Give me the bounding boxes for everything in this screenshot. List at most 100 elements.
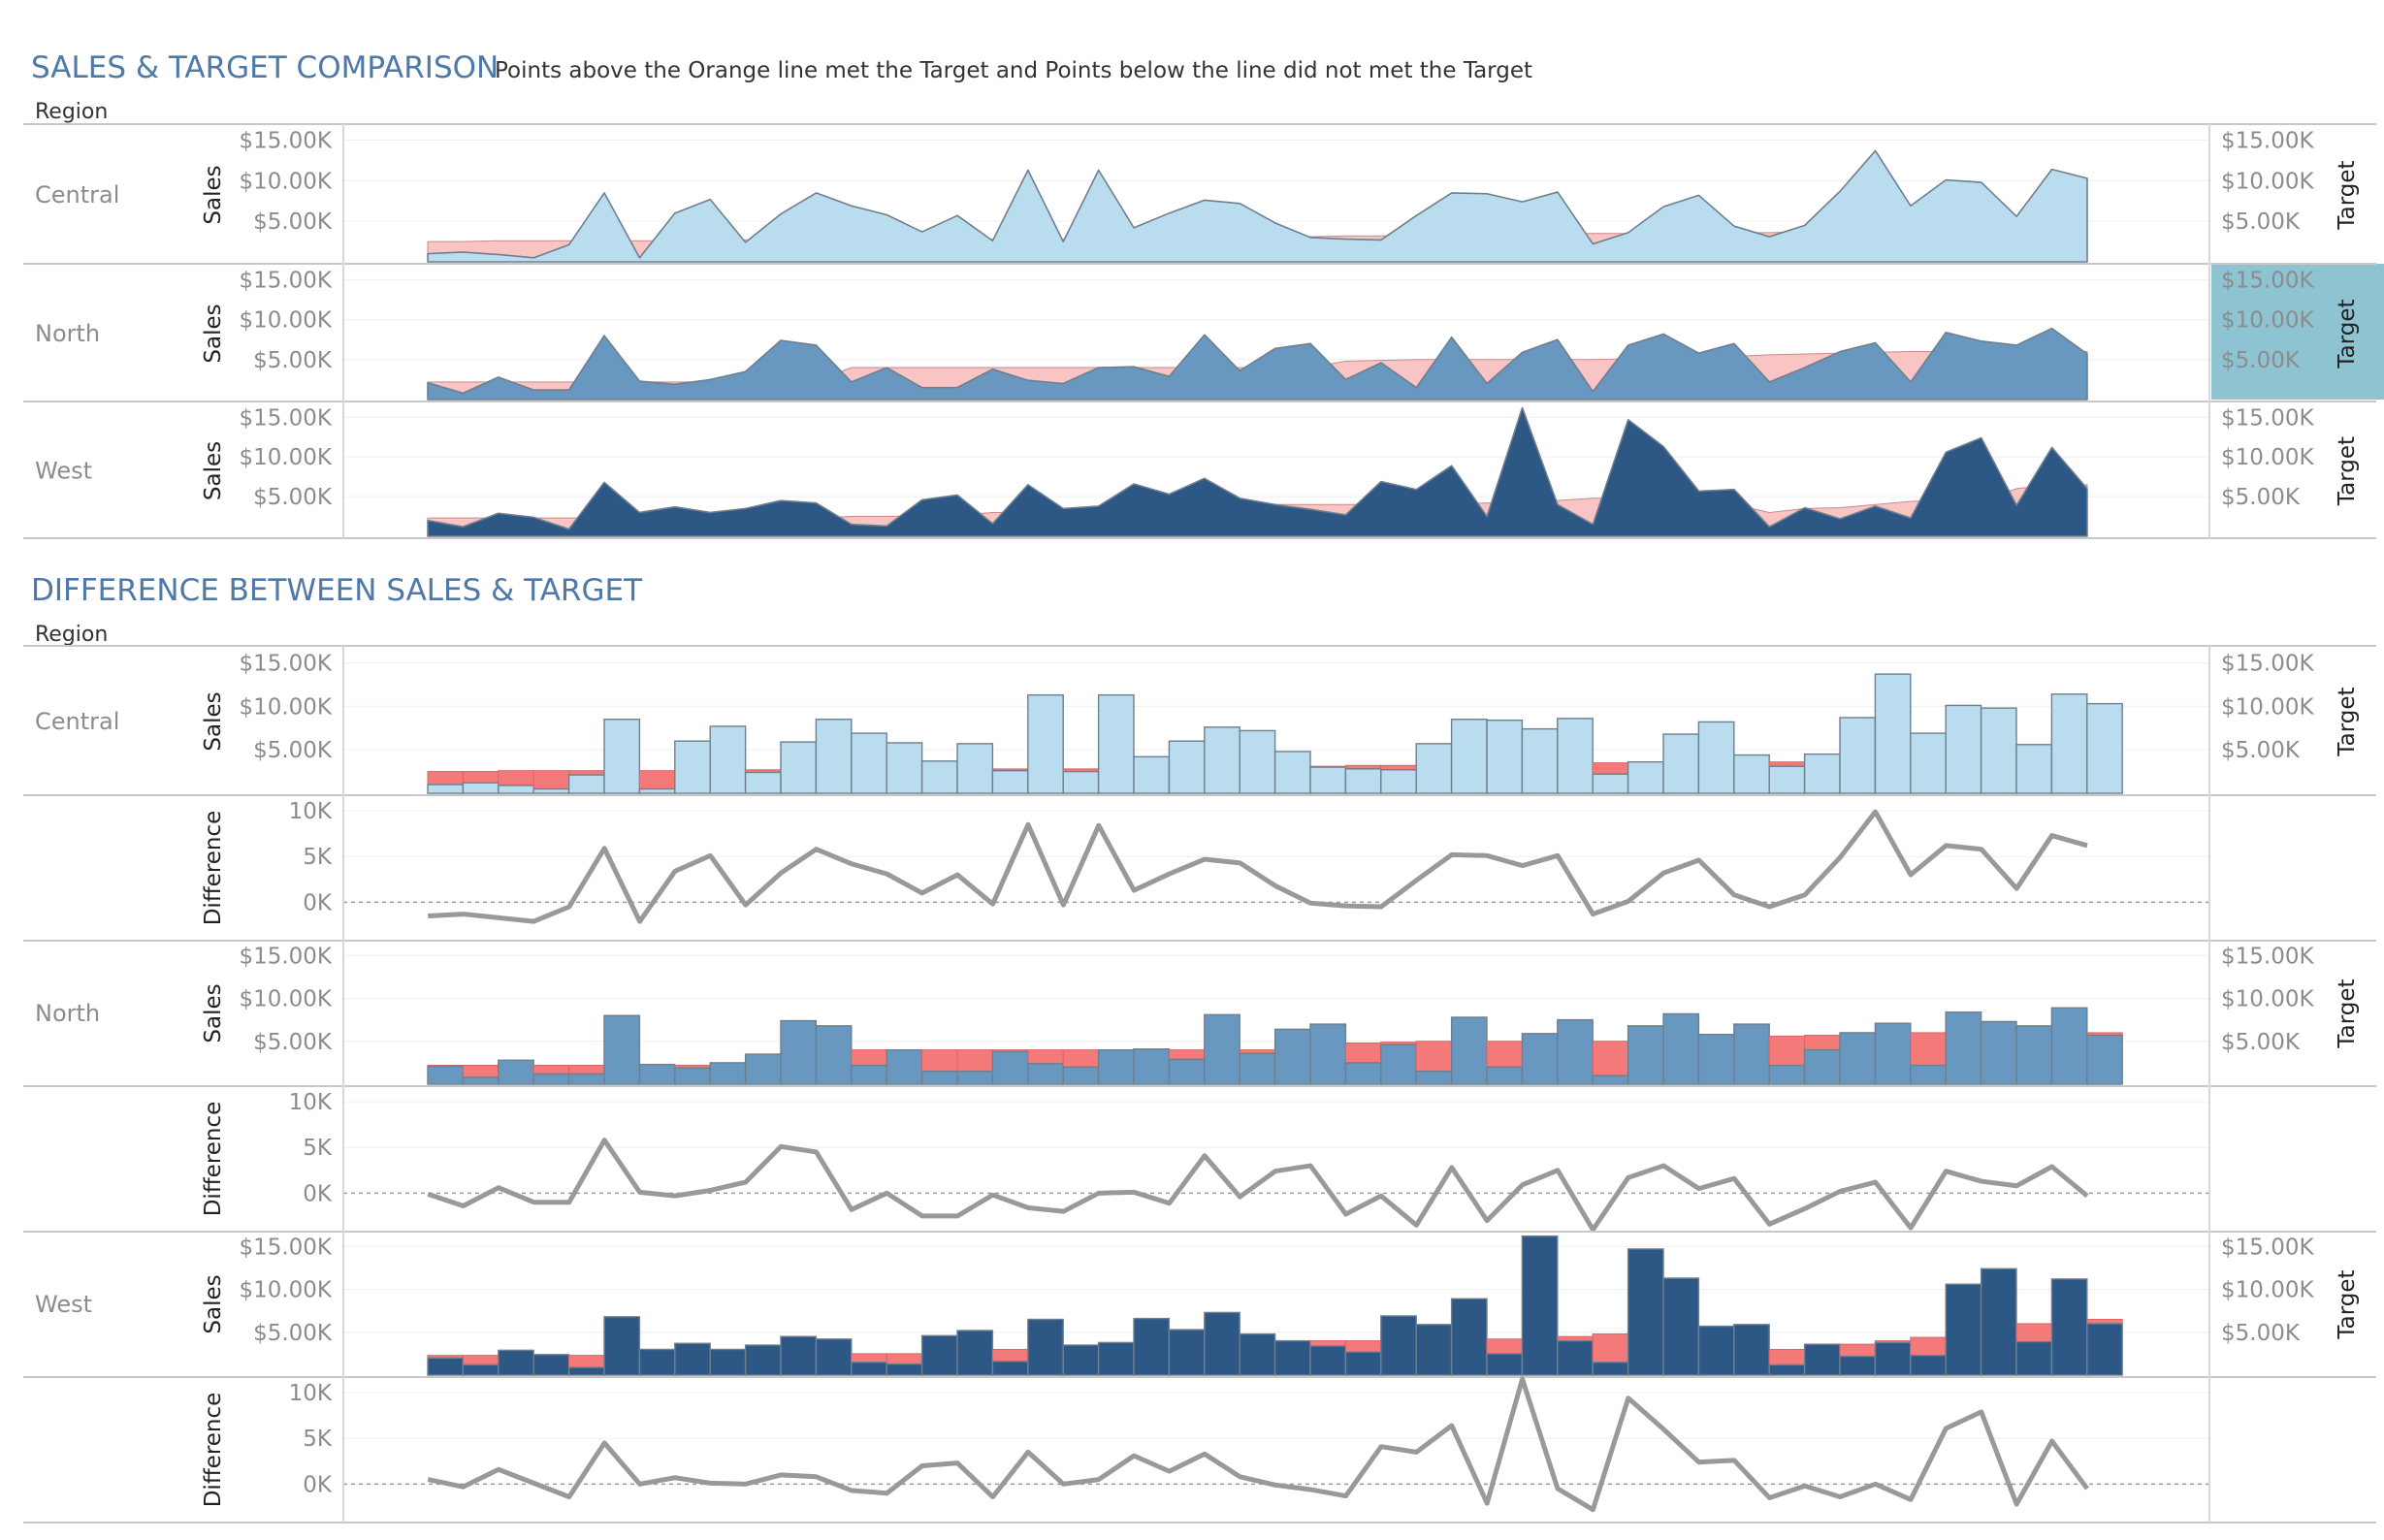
- sales-bar: [674, 740, 711, 794]
- sales-bar: [1557, 718, 1594, 794]
- sales-axis-title: Sales: [201, 441, 226, 500]
- sales-bar: [1733, 1023, 1770, 1085]
- sales-bar: [1097, 693, 1135, 794]
- target-gap-bar: [1027, 1049, 1064, 1065]
- difference-tick-label: 10K: [289, 799, 333, 824]
- sales-bar: [1380, 1315, 1417, 1376]
- region-header: Region: [35, 623, 108, 647]
- sales-bar: [1768, 1064, 1806, 1085]
- sales-bar: [956, 743, 994, 794]
- sales-bar: [744, 771, 782, 794]
- target-gap-bar: [462, 1065, 499, 1078]
- target-gap-bar: [921, 1049, 958, 1073]
- sales-bar: [1450, 719, 1488, 794]
- sales-bar: [462, 1076, 499, 1085]
- sales-bar: [532, 1073, 570, 1085]
- target-tick-label: $15.00K: [2221, 944, 2314, 969]
- target-gap-bar: [638, 770, 676, 790]
- sales-bar: [1027, 693, 1064, 794]
- target-tick-label: $15.00K: [2221, 1235, 2314, 1260]
- target-gap-bar: [1804, 1035, 1841, 1051]
- sales-bar: [1309, 1023, 1347, 1085]
- target-axis-title: Target: [2335, 687, 2360, 756]
- target-gap-bar: [462, 1355, 499, 1365]
- difference-line-north: [427, 1138, 2089, 1233]
- sales-bar: [1839, 1355, 1877, 1376]
- sales-bar: [709, 1062, 747, 1085]
- sales-tick-label: $10.00K: [239, 987, 332, 1012]
- target-gap-bar: [1768, 1348, 1806, 1365]
- sales-bar: [1592, 1362, 1629, 1376]
- sales-bar: [815, 1338, 853, 1376]
- sales-bar: [1945, 704, 1982, 794]
- sales-bar: [1097, 1341, 1135, 1376]
- sales-bar: [744, 1053, 782, 1085]
- difference-line-central: [428, 809, 2088, 924]
- sales-bar: [1062, 1066, 1100, 1085]
- target-gap-bar: [1415, 1041, 1453, 1073]
- target-gap-bar: [1486, 1338, 1523, 1355]
- target-gap-bar: [1910, 1336, 1947, 1357]
- sales-bar: [1097, 1048, 1135, 1085]
- sales-axis-title: Sales: [201, 304, 226, 363]
- sales-bar: [603, 1014, 641, 1085]
- sales-bar: [815, 719, 853, 794]
- difference-line-west: [427, 1376, 2090, 1513]
- difference-tick-label: 10K: [289, 1090, 333, 1115]
- sales-bar: [1168, 740, 1206, 794]
- sales-tick-label: $5.00K: [253, 348, 333, 373]
- sales-bar: [1309, 1345, 1347, 1376]
- sales-bar: [780, 1019, 818, 1085]
- sales-bar: [498, 785, 534, 794]
- target-gap-bar: [1592, 1041, 1629, 1076]
- sales-bar: [1874, 1341, 1912, 1376]
- target-tick-label: $10.00K: [2221, 987, 2314, 1012]
- target-gap-bar: [1309, 1340, 1346, 1347]
- difference-tick-label: 0K: [303, 1181, 333, 1206]
- subtitle-sales-target: Points above the Orange line met the Tar…: [495, 58, 1532, 83]
- sales-tick-label: $10.00K: [239, 308, 332, 334]
- sales-tick-label: $5.00K: [253, 485, 333, 510]
- sales-bar: [1027, 1063, 1064, 1085]
- sales-bar: [2050, 693, 2088, 794]
- sales-bar: [1027, 1318, 1064, 1376]
- sales-tick-label: $15.00K: [239, 1235, 332, 1260]
- difference-tick-label: 0K: [303, 1472, 333, 1497]
- sales-area-north: [427, 327, 2088, 401]
- sales-bar: [1910, 732, 1947, 794]
- target-gap-bar: [1592, 1333, 1629, 1364]
- target-gap-bar: [568, 1355, 605, 1368]
- sales-bar: [1627, 1248, 1664, 1376]
- sales-bar: [427, 784, 465, 794]
- target-gap-bar: [1839, 1343, 1876, 1358]
- sales-bar: [1697, 721, 1735, 794]
- sales-bar: [532, 787, 570, 794]
- sales-bar: [567, 1073, 605, 1085]
- sales-bar: [1521, 1235, 1559, 1376]
- sales-axis-title: Sales: [201, 691, 226, 751]
- sales-bar: [1662, 1277, 1700, 1376]
- target-tick-label: $15.00K: [2221, 651, 2314, 676]
- sales-bar: [1273, 751, 1311, 794]
- sales-bar: [1592, 773, 1629, 794]
- sales-bar: [1415, 1324, 1453, 1376]
- target-axis-title: Target: [2335, 979, 2360, 1048]
- target-tick-label: $10.00K: [2221, 694, 2314, 720]
- sales-bar: [2086, 1323, 2123, 1376]
- sales-axis-title: Sales: [201, 983, 226, 1043]
- sales-bar: [1839, 1032, 1877, 1085]
- sales-bar: [1521, 727, 1559, 794]
- sales-bar: [2086, 1034, 2123, 1085]
- sales-bar: [1344, 768, 1382, 794]
- target-gap-bar: [851, 1049, 887, 1067]
- difference-tick-label: 10K: [289, 1381, 333, 1406]
- region-header: Region: [35, 100, 108, 124]
- sales-bar: [1062, 1344, 1100, 1376]
- target-axis-title: Target: [2335, 299, 2360, 369]
- sales-bar: [991, 1361, 1029, 1376]
- sales-bar: [1627, 1025, 1664, 1085]
- sales-bar: [1486, 1353, 1524, 1376]
- target-tick-label: $10.00K: [2221, 169, 2314, 194]
- target-gap-bar: [886, 1353, 923, 1364]
- target-gap-bar: [1910, 1032, 1947, 1067]
